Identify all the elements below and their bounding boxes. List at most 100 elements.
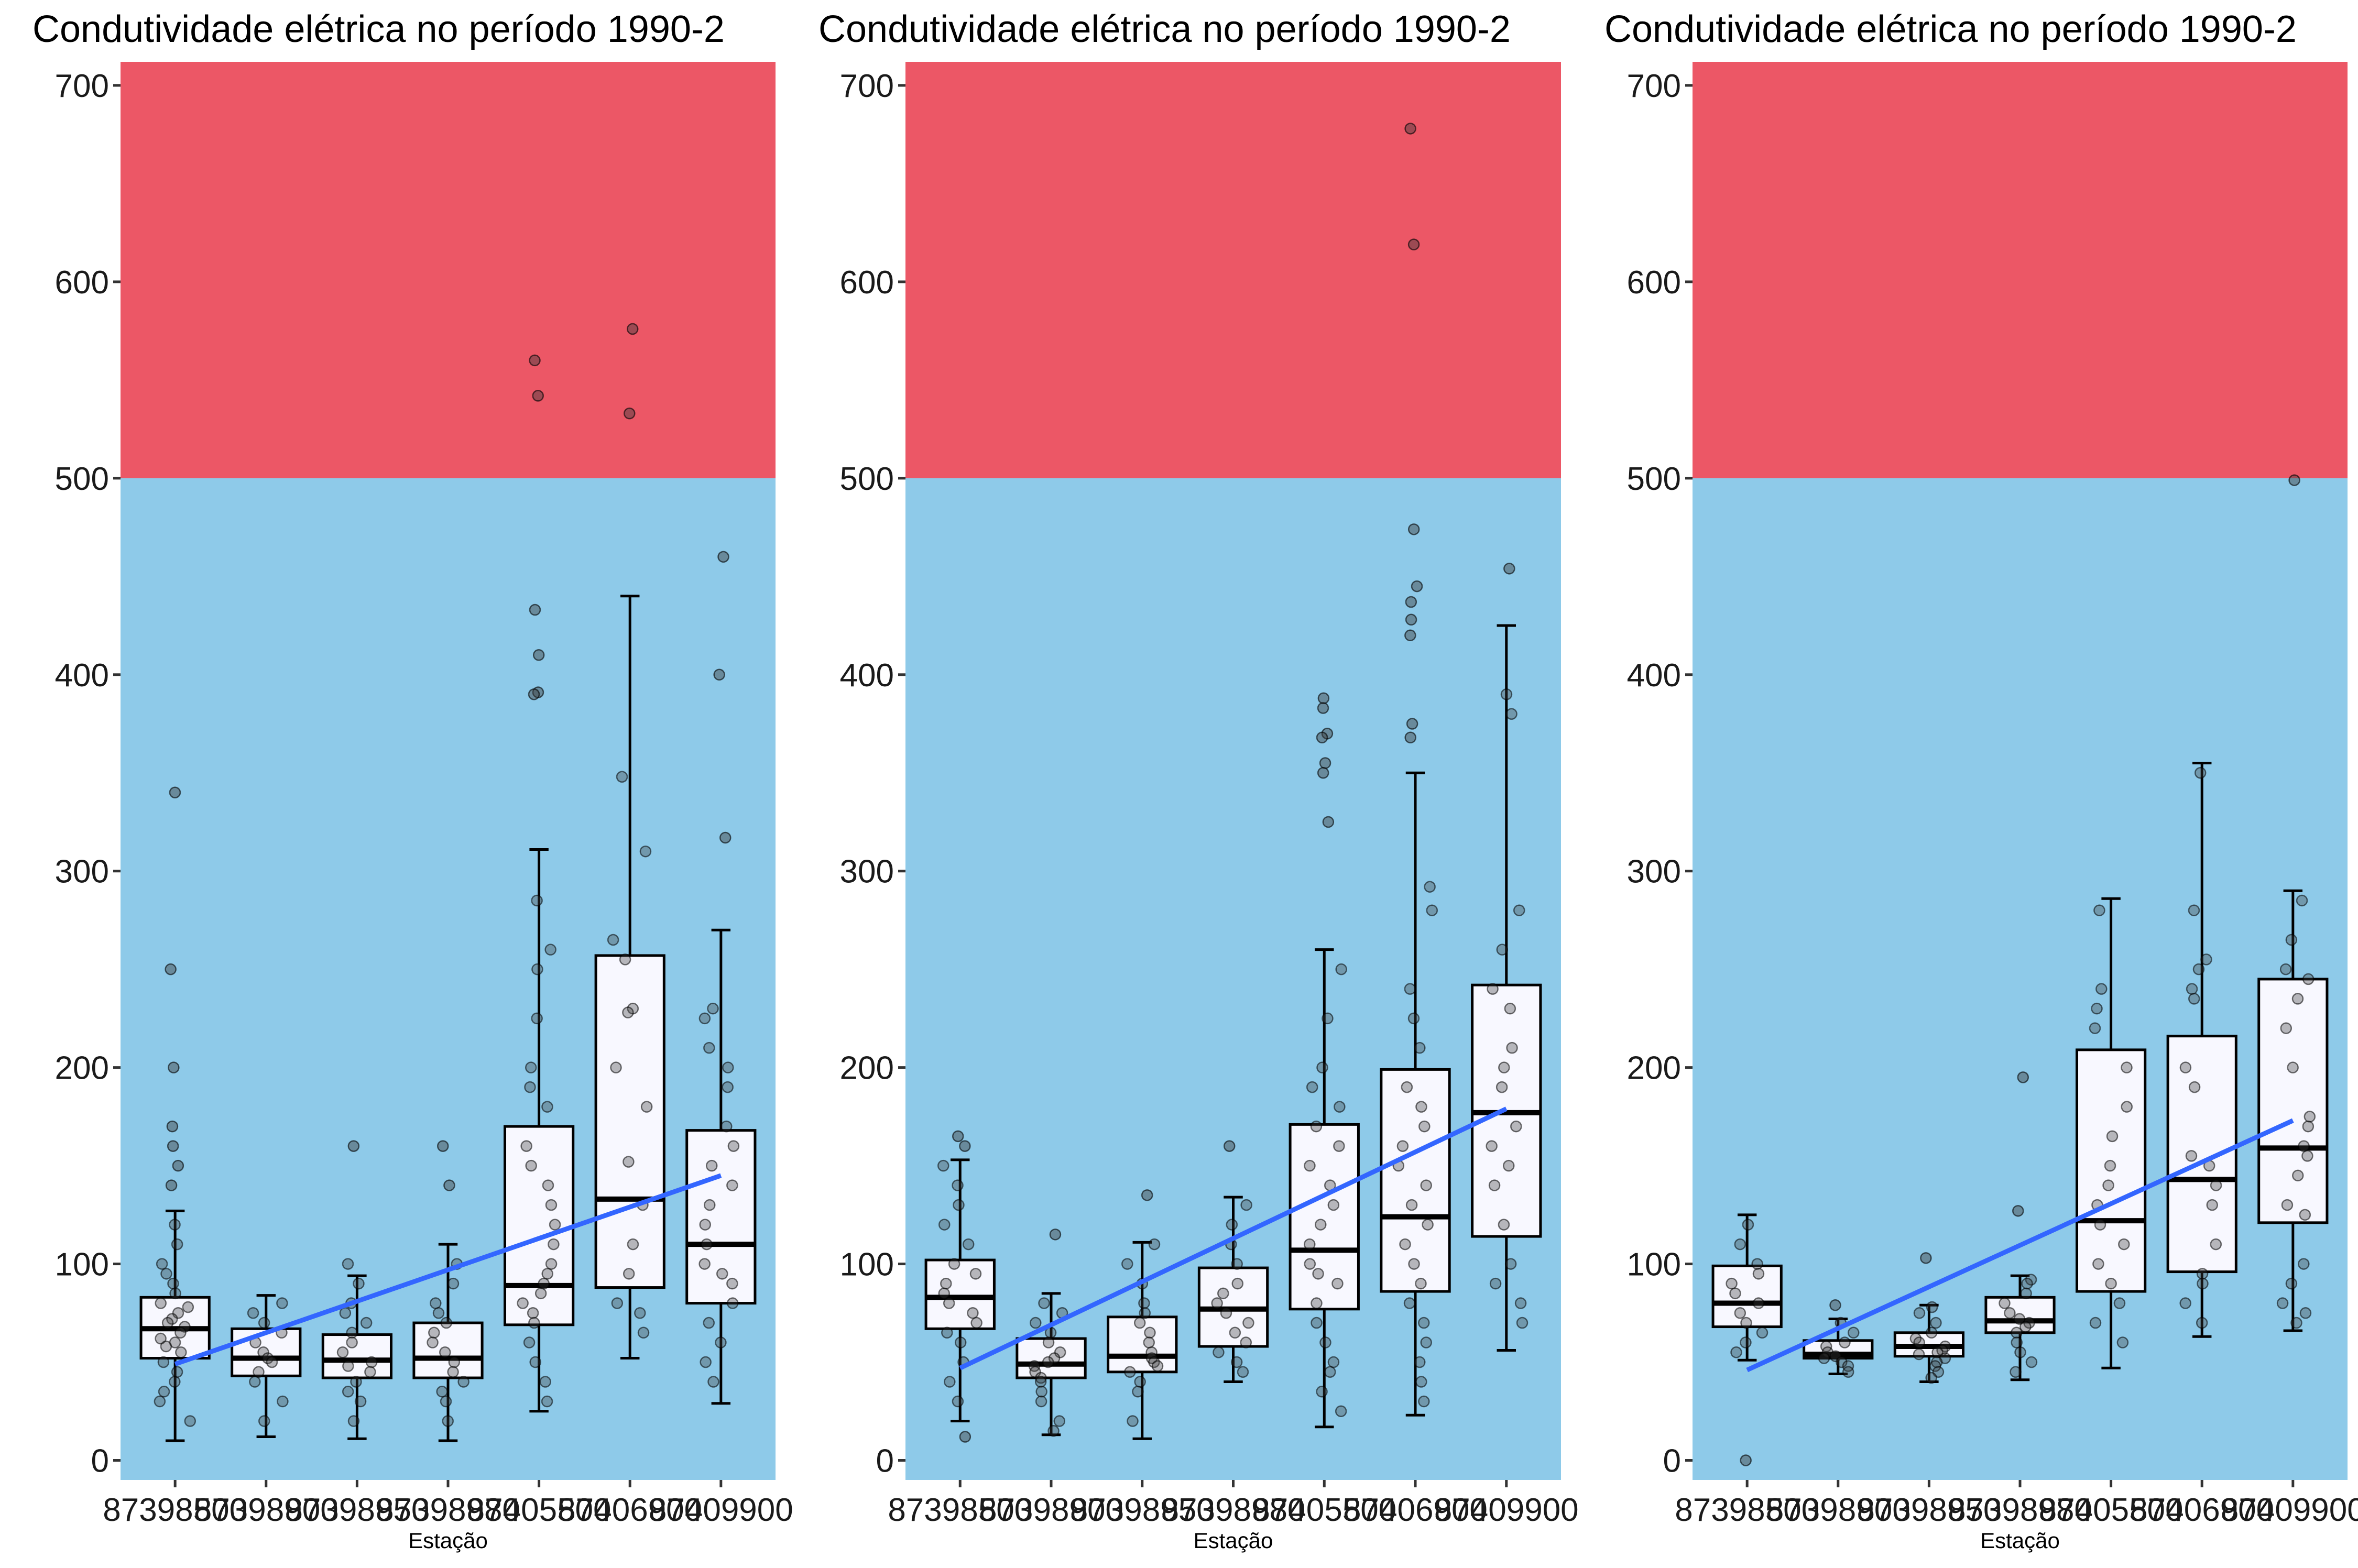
data-point — [700, 1356, 712, 1368]
data-point — [1331, 1277, 1344, 1290]
outlier-point — [959, 1431, 971, 1443]
box — [1107, 1315, 1178, 1374]
outlier-point — [1404, 731, 1416, 744]
data-point — [542, 1179, 554, 1191]
outlier-point — [1503, 563, 1515, 575]
data-point — [634, 1307, 646, 1319]
data-point — [541, 1101, 553, 1113]
data-point — [1926, 1301, 1938, 1313]
outlier-point — [719, 831, 732, 844]
outlier-point — [2012, 1205, 2024, 1217]
data-point — [640, 1101, 653, 1113]
y-tick-label: 0 — [91, 1443, 109, 1479]
data-point — [2285, 1277, 2298, 1290]
data-point — [1035, 1386, 1047, 1398]
data-point — [1327, 1356, 1340, 1368]
data-point — [727, 1140, 740, 1152]
data-point — [1486, 1140, 1498, 1152]
data-point — [1422, 1219, 1434, 1231]
data-point — [2179, 1297, 2191, 1309]
data-point — [1226, 1219, 1238, 1231]
data-point — [266, 1356, 278, 1368]
data-point — [1231, 1277, 1244, 1290]
data-point — [541, 1395, 553, 1408]
data-point — [1752, 1297, 1765, 1309]
data-point — [1230, 1356, 1243, 1368]
data-point — [1999, 1297, 2011, 1309]
data-point — [541, 1268, 553, 1280]
outlier-point — [443, 1179, 455, 1191]
box — [231, 1327, 302, 1377]
data-point — [1913, 1307, 1926, 1319]
box — [1380, 1068, 1451, 1293]
data-point — [722, 1081, 734, 1093]
data-point — [524, 1081, 536, 1093]
data-point — [707, 1002, 719, 1015]
data-point — [1414, 1041, 1426, 1054]
data-point — [2010, 1366, 2022, 1378]
data-point — [440, 1317, 453, 1329]
outlier-point — [717, 551, 729, 563]
data-point — [171, 1238, 183, 1251]
data-point — [1333, 1140, 1345, 1152]
data-point — [342, 1258, 354, 1270]
box — [2257, 978, 2329, 1224]
data-point — [346, 1336, 358, 1348]
data-point — [154, 1395, 166, 1408]
box — [685, 1129, 757, 1305]
data-point — [1335, 963, 1347, 975]
data-point — [1756, 1326, 1768, 1339]
data-point — [707, 1376, 719, 1388]
data-point — [528, 1317, 540, 1329]
outlier-point — [1405, 596, 1417, 608]
data-point — [2019, 1321, 2032, 1333]
data-point — [432, 1307, 445, 1319]
data-point — [1047, 1425, 1060, 1437]
data-point — [2304, 1111, 2316, 1123]
outlier-point — [166, 1120, 179, 1133]
data-point — [428, 1326, 440, 1339]
data-point — [160, 1340, 172, 1353]
x-tick-label: 87406900 — [1343, 1492, 1488, 1528]
outlier-point — [167, 1140, 179, 1152]
data-point — [160, 1268, 172, 1280]
data-point — [1751, 1258, 1763, 1270]
data-point — [953, 1199, 965, 1211]
x-tick-label: 87398900 — [979, 1492, 1123, 1528]
chart-title: Condutividade elétrica no período 1990-2 — [1604, 8, 2297, 50]
trend-line — [959, 1106, 1508, 1370]
outlier-point — [1920, 1252, 1932, 1264]
outlier-point — [165, 963, 177, 975]
outlier-point — [168, 1061, 180, 1073]
data-point — [447, 1277, 460, 1290]
y-tick-label: 0 — [876, 1443, 894, 1479]
data-point — [2196, 1268, 2209, 1280]
chart-panel-1: Condutividade elétrica no período 1990-2… — [32, 8, 793, 1553]
outlier-point — [347, 1140, 360, 1152]
data-point — [2013, 1313, 2026, 1325]
data-point — [2095, 983, 2108, 995]
y-tick-label: 400 — [840, 657, 894, 694]
data-point — [1742, 1219, 1754, 1231]
data-point — [1415, 1376, 1427, 1388]
data-point — [1403, 1297, 1416, 1309]
data-point — [1134, 1376, 1146, 1388]
outlier-point — [1316, 731, 1328, 744]
data-point — [523, 1336, 536, 1348]
data-point — [1504, 1258, 1517, 1270]
data-point — [703, 1317, 715, 1329]
outlier-point — [1049, 1229, 1062, 1241]
data-point — [941, 1326, 953, 1339]
y-tick-label: 200 — [1627, 1050, 1681, 1087]
data-point — [1740, 1317, 1752, 1329]
data-point — [2279, 963, 2292, 975]
outlier-point — [1411, 580, 1423, 593]
data-point — [698, 1012, 711, 1025]
box — [1289, 1123, 1360, 1311]
data-point — [1726, 1277, 1738, 1290]
chart-title: Condutividade elétrica no período 1990-2 — [32, 8, 725, 50]
data-point — [2296, 894, 2308, 907]
data-point — [2116, 1336, 2129, 1348]
data-point — [1424, 881, 1436, 893]
data-point — [442, 1415, 454, 1427]
